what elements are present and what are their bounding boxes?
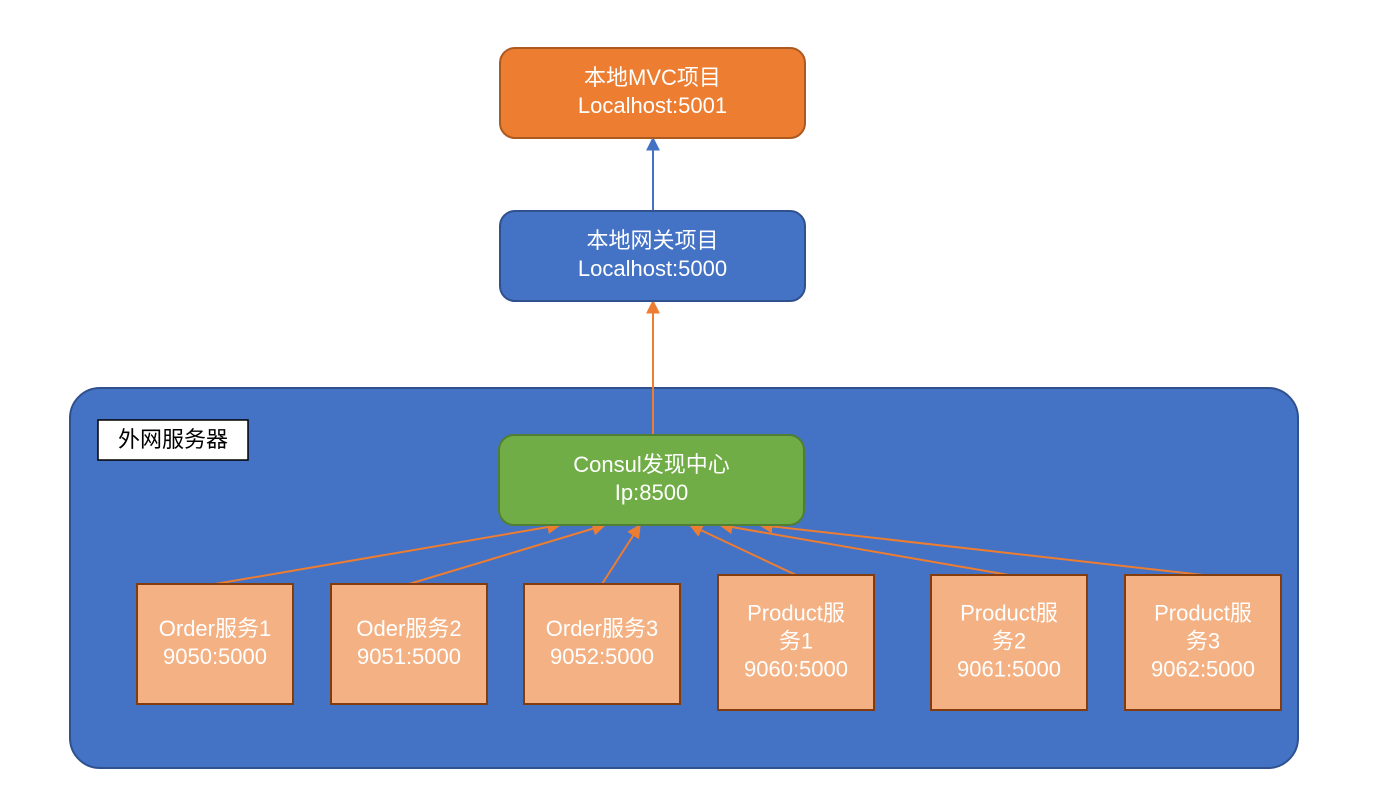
svg-text:Ip:8500: Ip:8500 [615, 480, 688, 505]
svg-text:9052:5000: 9052:5000 [550, 644, 654, 669]
svg-text:Localhost:5000: Localhost:5000 [578, 256, 727, 281]
svg-text:务1: 务1 [779, 628, 813, 653]
svg-text:Product服: Product服 [960, 600, 1058, 625]
svg-text:务2: 务2 [992, 628, 1026, 653]
svg-text:9061:5000: 9061:5000 [957, 656, 1061, 681]
svg-text:9060:5000: 9060:5000 [744, 656, 848, 681]
server-group-tag-label: 外网服务器 [118, 427, 228, 452]
svg-text:9050:5000: 9050:5000 [163, 644, 267, 669]
service-node-0: Order服务1 9050:5000 [137, 584, 293, 704]
node-gateway: 本地网关项目 Localhost:5000 [500, 211, 805, 301]
svg-text:Localhost:5001: Localhost:5001 [578, 93, 727, 118]
node-mvc: 本地MVC项目 Localhost:5001 [500, 48, 805, 138]
diagram-canvas: 外网服务器 本地MVC项目 Localhost:5001 本地网关项目 Localh… [0, 0, 1373, 790]
svg-text:Product服: Product服 [1154, 600, 1252, 625]
svg-text:9051:5000: 9051:5000 [357, 644, 461, 669]
svg-text:务3: 务3 [1186, 628, 1220, 653]
svg-text:Product服: Product服 [747, 600, 845, 625]
svg-text:本地网关项目: 本地网关项目 [586, 228, 718, 253]
svg-text:Order服务1: Order服务1 [159, 616, 271, 641]
svg-text:本地MVC项目: 本地MVC项目 [584, 65, 721, 90]
node-consul: Consul发现中心 Ip:8500 [499, 435, 804, 525]
svg-text:Order服务3: Order服务3 [546, 616, 658, 641]
service-node-5: Product服务3 9062:5000 [1125, 575, 1281, 710]
svg-text:Consul发现中心: Consul发现中心 [573, 452, 729, 477]
service-node-3: Product服务1 9060:5000 [718, 575, 874, 710]
service-node-1: Oder服务2 9051:5000 [331, 584, 487, 704]
svg-text:9062:5000: 9062:5000 [1151, 656, 1255, 681]
service-node-2: Order服务3 9052:5000 [524, 584, 680, 704]
svg-text:Oder服务2: Oder服务2 [356, 616, 461, 641]
service-node-4: Product服务2 9061:5000 [931, 575, 1087, 710]
